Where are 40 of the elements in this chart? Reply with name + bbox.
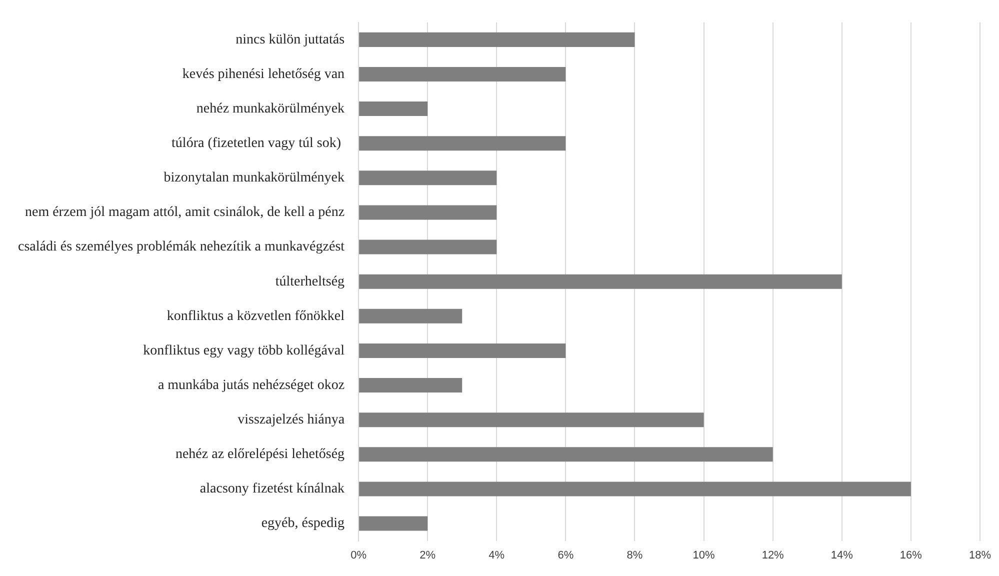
y-tick-label: túlóra (fizetetlen vagy túl sok) [172, 136, 345, 152]
y-tick-label: nem érzem jól magam attól, amit csinálok, de kell a pénz [24, 205, 345, 220]
x-tick-label: 12% [762, 549, 784, 562]
y-tick-label: kevés pihenési lehetőség van [182, 66, 345, 82]
x-tick-label: 2% [420, 549, 436, 562]
bar [359, 274, 842, 289]
bar [359, 447, 773, 462]
y-tick-label: konfliktus a közvetlen főnökkel [166, 308, 345, 324]
x-tick-label: 8% [626, 549, 643, 562]
bar [359, 378, 462, 393]
bar [359, 32, 635, 47]
bar [359, 136, 566, 151]
y-tick-label: alacsony fizetést kínálnak [200, 482, 345, 497]
x-tick-label: 6% [558, 549, 574, 562]
x-tick-label: 14% [830, 549, 854, 562]
x-tick-label: 0% [350, 549, 367, 562]
y-tick-label: a munkába jutás nehézséget okoz [158, 378, 345, 393]
x-tick-label: 18% [968, 549, 992, 562]
x-tick-label: 4% [488, 549, 505, 562]
x-tick-label: 16% [900, 549, 922, 562]
bar [359, 66, 566, 82]
y-tick-label: túlterheltség [275, 274, 345, 290]
x-tick-label: 10% [692, 549, 716, 562]
bar [359, 102, 428, 116]
y-tick-label: bizonytalan munkakörülmények [164, 170, 345, 186]
y-tick-label: családi és személyes problémák nehezítik a munkavégzést [18, 240, 345, 255]
bar [359, 482, 911, 496]
y-tick-label: egyéb, éspedig [261, 516, 345, 532]
y-tick-label: konfliktus egy vagy több kollégával [143, 343, 345, 358]
y-tick-label: visszajelzés hiánya [238, 412, 346, 428]
bar [359, 343, 566, 358]
bar [359, 516, 428, 531]
y-tick-label: nehéz az előrelépési lehetőség [175, 447, 345, 462]
y-tick-label: nehéz munkakörülmények [196, 101, 345, 116]
bar [359, 412, 704, 428]
bar [359, 240, 497, 254]
bar [359, 205, 497, 220]
y-tick-label: nincs külön juttatás [236, 32, 345, 48]
bar [359, 170, 497, 186]
bar [359, 308, 462, 324]
